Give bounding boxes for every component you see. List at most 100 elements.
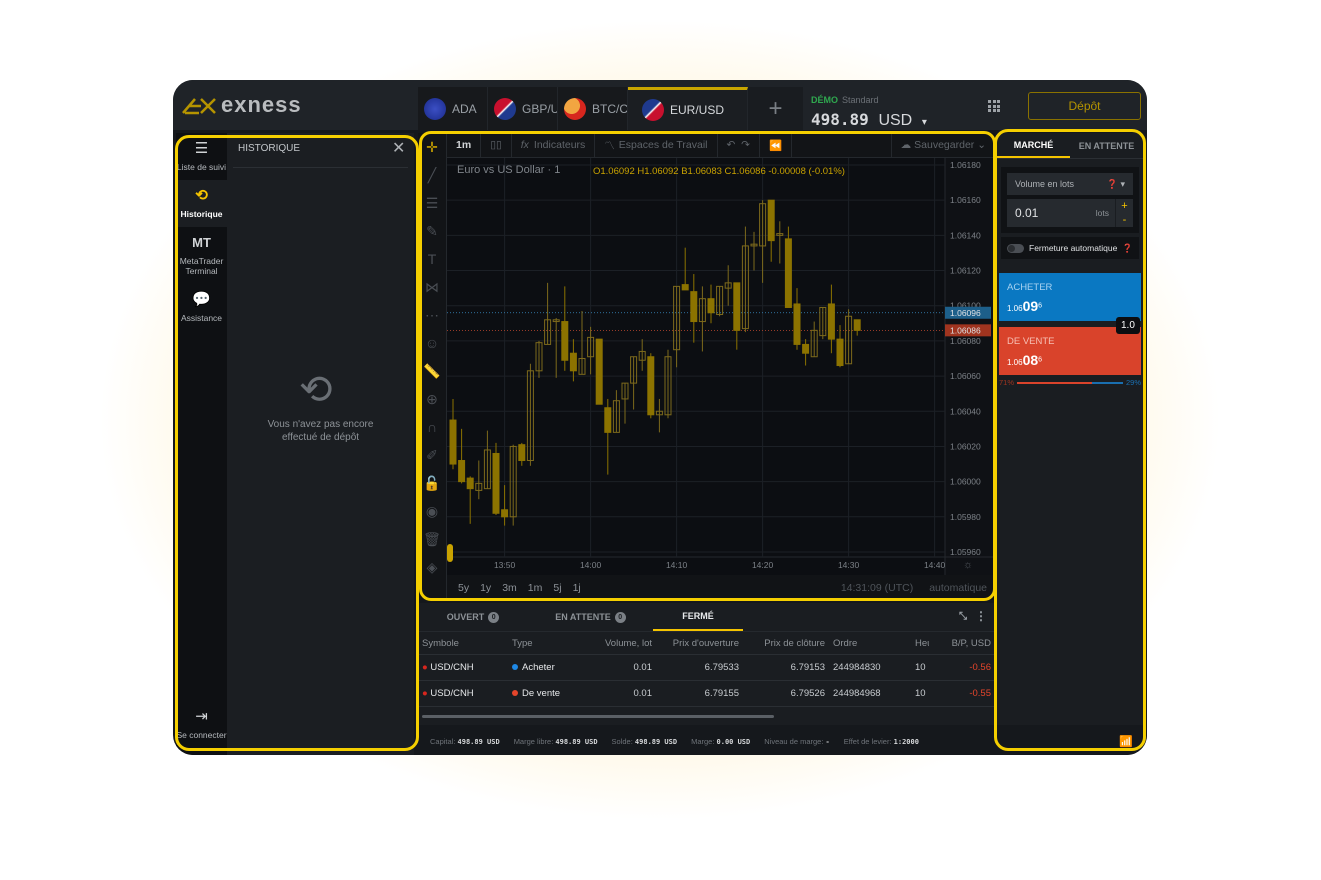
candle-body [776, 233, 784, 236]
candlestick-chart[interactable]: 1.061801.061601.061401.061201.061001.060… [447, 158, 995, 575]
candle-body [793, 303, 801, 345]
candle-body [638, 350, 646, 361]
candle-type-icon[interactable]: ▯▯ [481, 132, 512, 158]
more-icon[interactable]: ⋮ [975, 609, 987, 623]
layers-icon[interactable]: ◈ [426, 558, 438, 575]
horizontal-lines-icon[interactable]: ☰ [425, 194, 439, 211]
range-1j[interactable]: 1j [572, 581, 581, 594]
range-1y[interactable]: 1y [480, 581, 492, 594]
status-margin: Marge: 0.00 USD [691, 737, 751, 746]
undo-redo-buttons[interactable]: ↶ ↷ [718, 132, 760, 158]
account-type: DÉMO [811, 95, 838, 105]
tab-market[interactable]: MARCHÉ [997, 133, 1070, 158]
candle-body [509, 445, 517, 518]
sell-dot-icon [512, 690, 518, 696]
auto-close-toggle[interactable]: Fermeture automatique ❓ [1001, 237, 1139, 259]
candle-body [802, 343, 810, 354]
chart-title: Euro vs US Dollar · 1 [457, 164, 561, 176]
trash-icon[interactable]: 🗑 [423, 530, 441, 547]
decrease-button[interactable]: - [1115, 213, 1133, 227]
candle-body [810, 329, 818, 358]
indicators-button[interactable]: fx Indicateurs [512, 132, 596, 158]
crosshair-icon[interactable]: ✛ [426, 138, 438, 155]
tab-ada[interactable]: ADA [418, 87, 488, 130]
lock-icon[interactable]: 🔓 [423, 474, 441, 491]
workspaces-button[interactable]: 〽 Espaces de Travail [595, 132, 718, 158]
candle-body [655, 410, 663, 416]
emoji-icon[interactable]: ☺ [424, 335, 440, 351]
text-icon[interactable]: T [427, 251, 437, 267]
logo: exness [181, 92, 302, 118]
range-5y[interactable]: 5y [458, 581, 470, 594]
sentiment-sell-fill [1017, 381, 1093, 384]
candle-body [449, 419, 457, 465]
interval-button[interactable]: 1m [447, 132, 482, 158]
sell-button[interactable]: DE VENTE 1.06086 [999, 327, 1141, 375]
range-5j[interactable]: 5j [553, 581, 562, 594]
price-chart[interactable]: 1.06180 1.06160 1.06140 1.06120 1.06100 1.060… [447, 158, 995, 600]
y-tick-label: 1.06120 [950, 266, 981, 276]
tab-pending[interactable]: EN ATTENTE 0 [528, 603, 653, 631]
candle-body [475, 482, 483, 491]
forecast-icon[interactable]: ⋯ [425, 306, 439, 323]
add-tab-button[interactable]: + [768, 94, 783, 122]
x-tick-label: 14:40 [924, 560, 946, 570]
tab-open[interactable]: OUVERT 0 [418, 603, 528, 631]
toggle-switch[interactable] [1007, 243, 1024, 253]
sidebar-item-watchlist[interactable]: ☰ Liste de suivi [176, 140, 227, 172]
ask-price-tag [945, 306, 991, 319]
header: exness ADA GBP/USD BTC/CNH EUR/USD + DÉM… [173, 80, 1147, 130]
magnet-icon[interactable]: ∩ [426, 419, 438, 435]
ruler-icon[interactable]: 📏 [423, 362, 441, 379]
volume-input[interactable]: 0.01 lots + - [1007, 199, 1133, 227]
table-row[interactable]: ● USD/CNH Acheter 0.01 6.79533 6.79153 2449… [418, 655, 995, 681]
eye-icon[interactable]: ◉ [425, 502, 439, 519]
sidebar-item-metatrader[interactable]: MT MetaTrader Terminal [176, 227, 227, 284]
candle-body [569, 352, 577, 372]
bid-price-label: 1.06086 [950, 325, 981, 335]
lock-drawing-icon[interactable]: ✐ [426, 446, 438, 463]
sidebar-item-history[interactable]: ⟲ Historique [176, 180, 227, 227]
scale-mode[interactable]: automatique [929, 581, 987, 594]
volume-mode-select[interactable]: Volume en lots ❓ ▾ [1007, 173, 1133, 195]
candle-body [483, 449, 491, 490]
exness-logo-icon [182, 98, 216, 115]
brush-icon[interactable]: ✎ [426, 222, 438, 239]
table-row[interactable]: ● USD/CNH De vente 0.01 6.79155 6.79526 244… [418, 681, 995, 707]
candle-body [707, 298, 715, 314]
increase-button[interactable]: + [1115, 199, 1133, 213]
help-chevron-icon: ❓ ▾ [1106, 178, 1125, 189]
tab-btccnh[interactable]: BTC/CNH [558, 87, 628, 130]
chevron-down-icon: ▾ [921, 117, 927, 128]
tab-closed[interactable]: FERMÉ [653, 603, 743, 631]
pattern-icon[interactable]: ⋈ [425, 278, 439, 295]
close-icon[interactable]: ✕ [392, 140, 406, 157]
sidebar-item-support[interactable]: 💬 Assistance [176, 284, 227, 331]
tab-pending-order[interactable]: EN ATTENTE [1078, 140, 1135, 151]
candle-body [698, 298, 706, 323]
zoom-in-icon[interactable]: ⊕ [426, 390, 438, 407]
save-button[interactable]: ☁ Sauvegarder ⌄ [890, 132, 995, 158]
account-selector[interactable]: DÉMO Standard 498.89 USD ▾ [811, 90, 927, 130]
tab-eurusd[interactable]: EUR/USD [628, 87, 748, 130]
collapse-icon[interactable]: ⤡ [959, 611, 967, 622]
range-1m[interactable]: 1m [527, 581, 543, 594]
candle-body [767, 199, 775, 242]
apps-grid-icon[interactable] [988, 100, 1000, 112]
account-plan: Standard [842, 95, 879, 105]
positions-panel: OUVERT 0 EN ATTENTE 0 FERMÉ ⤡ ⋮ Symbole Typ… [418, 603, 995, 725]
range-3m[interactable]: 3m [502, 581, 517, 594]
trendline-icon[interactable]: ╱ [427, 166, 437, 183]
gb-us-flag-icon [494, 97, 516, 120]
sidebar-item-login[interactable]: ⇥ Se connecter [176, 708, 227, 740]
ask-price-label: 1.06096 [950, 308, 981, 318]
y-tick-label: 1.06180 [950, 160, 981, 170]
tab-gbpusd[interactable]: GBP/USD [488, 87, 558, 130]
rewind-icon[interactable]: ⏪ [760, 132, 793, 158]
buy-button[interactable]: ACHETER 1.06096 [999, 273, 1141, 321]
usd-cnh-flag-icon: ● [422, 662, 428, 673]
horizontal-scrollbar[interactable] [422, 715, 774, 718]
deposit-button[interactable]: Dépôt [1028, 92, 1141, 120]
candle-body [526, 370, 534, 462]
x-tick-label: 14:20 [752, 560, 774, 570]
